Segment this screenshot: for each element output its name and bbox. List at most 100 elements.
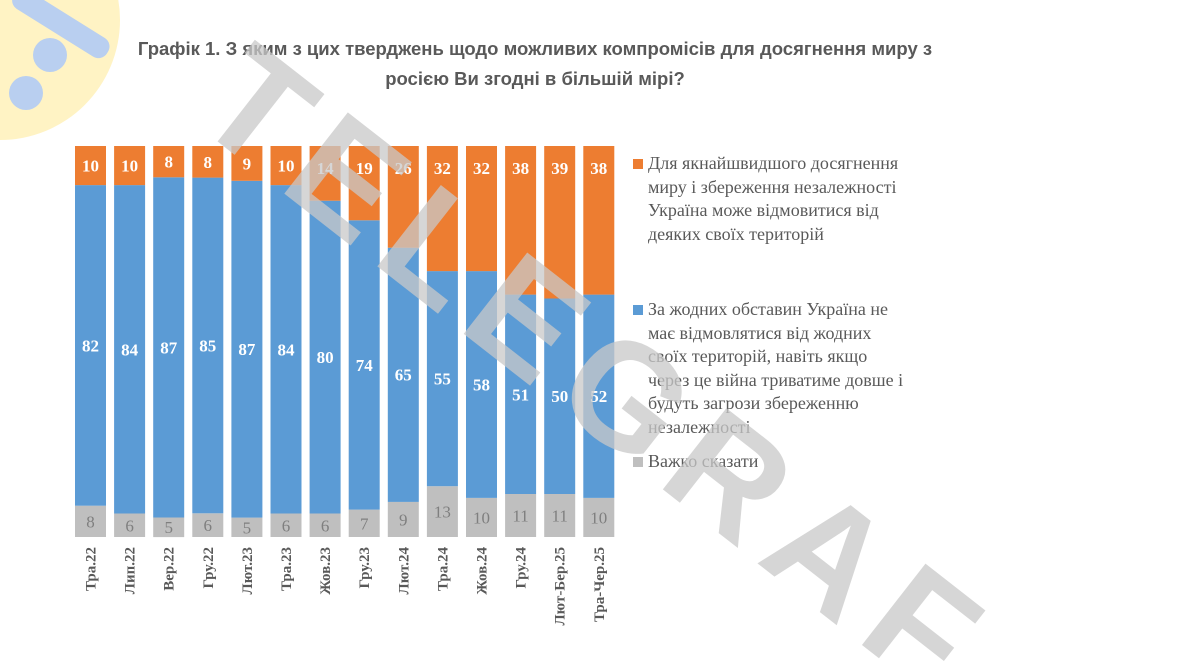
bar-segment-never-concede	[583, 294, 615, 498]
chart-title-line-2: росією Ви згодні в більшій мірі?	[385, 68, 685, 89]
legend-item-agree-concede: Для якнайшвидшого досягнення миру і збер…	[632, 152, 962, 246]
data-label-agree-concede: 32	[473, 159, 490, 178]
bar-segment-hard-to-say	[114, 513, 146, 537]
bar-segment-hard-to-say	[505, 494, 537, 537]
data-label-hard-to-say: 6	[204, 516, 213, 535]
data-label-hard-to-say: 11	[512, 507, 528, 526]
bar-segment-agree-concede	[75, 146, 106, 186]
legend-line: через це війна триватиме довше і	[648, 369, 904, 390]
data-label-agree-concede: 8	[204, 153, 213, 172]
bar-segment-agree-concede	[114, 146, 146, 186]
data-label-hard-to-say: 9	[399, 510, 408, 529]
bar-segment-agree-concede	[309, 146, 341, 201]
data-label-never-concede: 87	[160, 338, 178, 357]
data-label-hard-to-say: 11	[552, 507, 568, 526]
bar-segment-agree-concede	[270, 146, 302, 186]
data-label-agree-concede: 38	[512, 159, 529, 178]
x-tick-label: Гру.23	[357, 547, 373, 589]
data-label-agree-concede: 32	[434, 159, 451, 178]
bar-segment-agree-concede	[583, 146, 615, 295]
x-tick-label: Жов.23	[318, 547, 334, 595]
data-label-agree-concede: 10	[121, 157, 138, 176]
legend-line: має відмовлятися від жодних	[648, 322, 872, 343]
data-label-hard-to-say: 7	[360, 514, 369, 533]
bar-segment-never-concede	[544, 298, 576, 494]
bars-layer: 8821068410587868585879684106801477419965…	[75, 146, 615, 537]
legend-line: Для якнайшвидшого досягнення	[648, 153, 899, 173]
data-label-never-concede: 65	[395, 366, 412, 385]
bar-segment-agree-concede	[348, 146, 380, 221]
legend-item-hard-to-say: Важко сказати	[632, 450, 962, 474]
x-tick-label: Тра.23	[279, 547, 295, 591]
legend-label: Важко сказати	[648, 450, 962, 474]
data-label-never-concede: 84	[278, 340, 296, 359]
legend-line: своїх територій, навіть якщо	[648, 346, 868, 366]
bar-segment-hard-to-say	[387, 501, 419, 537]
legend-swatch-gray	[633, 457, 643, 467]
legend-line: Важко сказати	[648, 451, 759, 471]
data-label-hard-to-say: 13	[434, 503, 451, 522]
bar-segment-hard-to-say	[544, 494, 576, 537]
data-label-agree-concede: 10	[278, 157, 295, 176]
x-tick-label: Гру.24	[514, 547, 530, 589]
bar-segment-agree-concede	[231, 146, 263, 181]
bar-segment-never-concede	[426, 271, 458, 487]
bar-segment-never-concede	[75, 185, 106, 506]
bar-segment-agree-concede	[387, 146, 419, 248]
legend-line: будуть загрози збереженню	[648, 393, 859, 413]
data-label-never-concede: 50	[551, 387, 568, 406]
data-label-never-concede: 51	[512, 385, 529, 404]
x-tick-label: Тра-Чер.25	[592, 547, 608, 622]
legend-line: деяких своїх територій	[648, 223, 824, 244]
bar-segment-never-concede	[114, 185, 146, 514]
data-label-hard-to-say: 5	[243, 518, 252, 537]
bar-segment-never-concede	[153, 177, 185, 518]
bar-segment-hard-to-say	[270, 513, 302, 537]
data-label-hard-to-say: 8	[86, 512, 95, 531]
legend-line: миру і збереження незалежності	[648, 176, 897, 197]
bar-segment-hard-to-say	[348, 509, 380, 537]
bar-segment-hard-to-say	[466, 497, 497, 537]
bar-segment-never-concede	[192, 177, 224, 514]
x-tick-label: Тра.24	[435, 547, 451, 592]
x-tick-label: Вер.22	[162, 547, 178, 591]
legend-swatch-blue	[633, 305, 643, 315]
data-label-never-concede: 80	[317, 348, 334, 367]
data-label-never-concede: 52	[590, 387, 607, 406]
data-label-agree-concede: 39	[551, 159, 568, 178]
bar-segment-never-concede	[466, 271, 497, 498]
data-label-hard-to-say: 6	[282, 516, 291, 535]
x-tick-label: Лип.22	[123, 547, 139, 594]
chart-title-line-1: Графік 1. З яким з цих тверджень щодо мо…	[137, 38, 933, 59]
data-label-never-concede: 87	[238, 340, 256, 359]
bar-segment-agree-concede	[505, 146, 537, 295]
bar-segment-never-concede	[270, 185, 302, 514]
x-tick-label: Тра.22	[84, 547, 100, 591]
legend-label: За жодних обставин Україна не має відмов…	[648, 298, 962, 439]
bar-segment-hard-to-say	[583, 497, 615, 537]
logo-dot	[33, 38, 67, 72]
data-label-agree-concede: 9	[243, 154, 252, 173]
logo-icon	[0, 0, 120, 140]
bar-segment-agree-concede	[192, 146, 224, 178]
data-label-hard-to-say: 10	[473, 508, 490, 527]
x-tick-label: Лют.24	[396, 547, 412, 595]
data-label-agree-concede: 26	[395, 159, 412, 178]
data-label-never-concede: 55	[434, 370, 451, 389]
bar-segment-never-concede	[387, 247, 419, 502]
x-tick-label: Лют-Бер.25	[553, 547, 569, 625]
bar-segment-hard-to-say	[192, 513, 224, 537]
legend-line: незалежності	[648, 416, 751, 437]
data-label-never-concede: 58	[473, 376, 490, 395]
bar-segment-hard-to-say	[231, 517, 263, 537]
legend-label: Для якнайшвидшого досягнення миру і збер…	[648, 152, 962, 246]
data-label-never-concede: 74	[356, 356, 374, 375]
bar-segment-hard-to-say	[426, 486, 458, 537]
bar-segment-agree-concede	[466, 146, 497, 272]
data-label-agree-concede: 38	[590, 159, 607, 178]
data-label-hard-to-say: 6	[125, 516, 134, 535]
bar-segment-never-concede	[309, 200, 341, 514]
logo-dot	[9, 76, 43, 110]
data-label-agree-concede: 8	[164, 153, 173, 172]
